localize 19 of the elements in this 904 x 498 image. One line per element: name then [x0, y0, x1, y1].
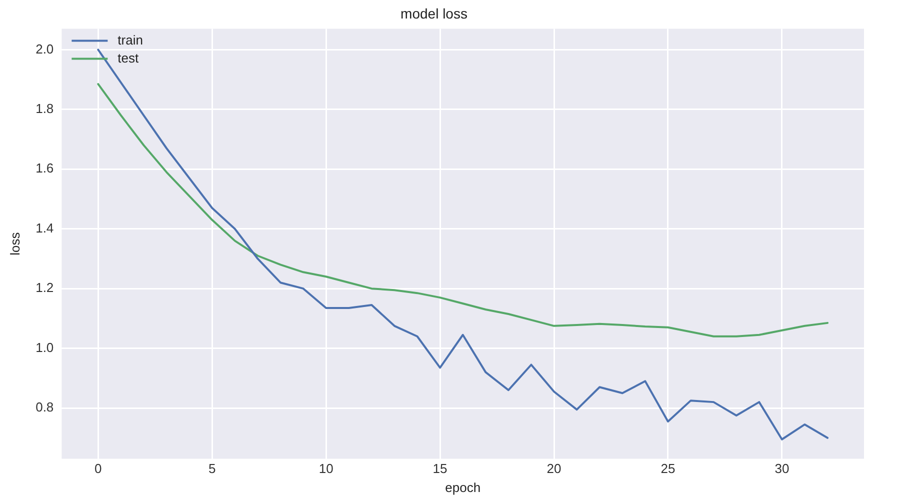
chart-title: model loss — [400, 5, 468, 22]
x-tick-label: 15 — [432, 461, 448, 476]
x-tick-label: 5 — [208, 461, 216, 476]
y-tick-label: 1.8 — [36, 101, 54, 116]
x-tick-label: 10 — [318, 461, 334, 476]
x-axis-title: epoch — [445, 480, 481, 495]
legend-label: train — [118, 32, 143, 48]
x-tick-label: 30 — [774, 461, 790, 476]
y-tick-label: 1.4 — [36, 220, 54, 236]
y-tick-label: 1.0 — [36, 340, 54, 355]
y-tick-label: 1.2 — [36, 280, 54, 296]
y-tick-label: 1.6 — [36, 160, 54, 176]
legend-label: test — [118, 50, 140, 66]
y-axis-title: loss — [7, 232, 22, 256]
x-tick-label: 0 — [94, 461, 102, 476]
y-tick-label: 2.0 — [36, 41, 54, 56]
x-tick-label: 25 — [660, 461, 676, 476]
y-tick-label: 0.8 — [36, 400, 54, 415]
x-tick-label: 20 — [546, 461, 562, 476]
